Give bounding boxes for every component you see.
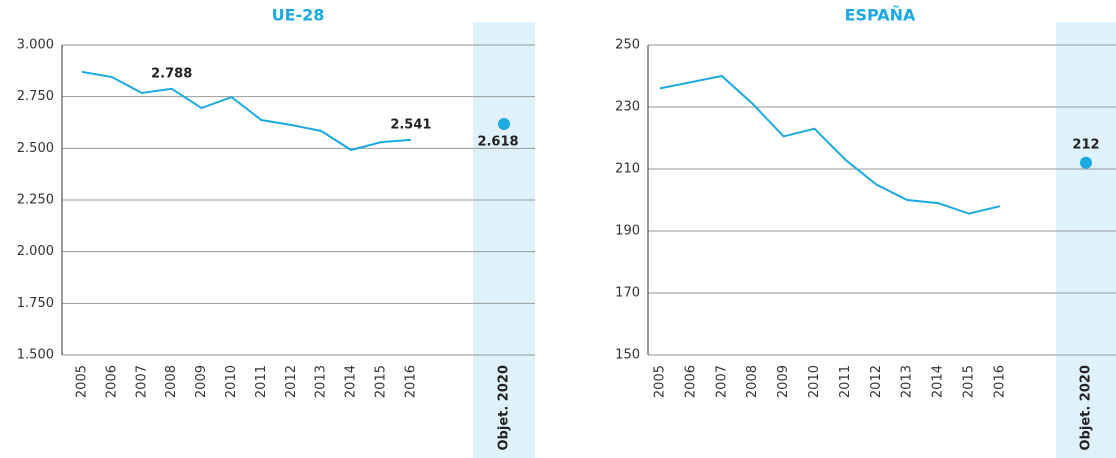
y-tick-label: 3.000 bbox=[17, 38, 54, 53]
y-tick-label: 250 bbox=[615, 38, 640, 53]
x-tick-label: 2010 bbox=[807, 365, 822, 398]
y-tick-label: 1.750 bbox=[17, 296, 54, 311]
x-tick-label: 2008 bbox=[745, 365, 760, 398]
x-tick-label: 2016 bbox=[992, 365, 1007, 398]
x-tick-label: 2015 bbox=[962, 365, 977, 398]
x-tick-label: 2009 bbox=[194, 365, 209, 398]
x-tick-label: 2009 bbox=[776, 365, 791, 398]
x-tick-label: 2014 bbox=[344, 365, 359, 398]
x-tick-label: 2010 bbox=[224, 365, 239, 398]
target-marker bbox=[1080, 156, 1092, 169]
x-tick-label: 2012 bbox=[284, 365, 299, 398]
x-tick-label: 2014 bbox=[931, 365, 946, 398]
x-tick-label: 2011 bbox=[254, 365, 269, 398]
y-tick-label: 210 bbox=[615, 162, 640, 177]
data-label: 2.541 bbox=[390, 117, 431, 132]
y-tick-label: 190 bbox=[615, 224, 640, 239]
x-tick-label: 2007 bbox=[714, 365, 729, 398]
data-label: 2.788 bbox=[151, 66, 192, 81]
data-line bbox=[659, 74, 1001, 215]
x-tick-label: 2006 bbox=[104, 365, 119, 398]
y-tick-label: 1.500 bbox=[17, 348, 54, 363]
target-label: Objet. 2020 bbox=[497, 365, 512, 451]
y-tick-label: 2.250 bbox=[17, 193, 54, 208]
y-tick-label: 2.000 bbox=[17, 244, 54, 259]
target-label: Objet. 2020 bbox=[1079, 365, 1094, 451]
y-tick-label: 150 bbox=[615, 348, 640, 363]
y-tick-label: 170 bbox=[615, 286, 640, 301]
target-marker bbox=[498, 117, 510, 130]
data-line bbox=[81, 70, 411, 152]
x-tick-label: 2016 bbox=[403, 365, 418, 398]
x-tick-label: 2005 bbox=[653, 365, 668, 398]
x-tick-label: 2015 bbox=[374, 365, 389, 398]
target-band bbox=[473, 22, 535, 458]
x-tick-label: 2013 bbox=[314, 365, 329, 398]
y-tick-label: 230 bbox=[615, 100, 640, 115]
chart-title: ESPAÑA bbox=[845, 6, 916, 25]
target-band bbox=[1056, 22, 1116, 458]
x-tick-label: 2005 bbox=[75, 365, 90, 398]
x-tick-label: 2012 bbox=[869, 365, 884, 398]
x-tick-label: 2008 bbox=[164, 365, 179, 398]
chart-title: UE-28 bbox=[272, 6, 325, 25]
x-tick-label: 2007 bbox=[134, 365, 149, 398]
data-label: 2.618 bbox=[477, 134, 518, 149]
x-tick-label: 2006 bbox=[683, 365, 698, 398]
x-tick-label: 2011 bbox=[838, 365, 853, 398]
y-tick-label: 2.750 bbox=[17, 89, 54, 104]
x-tick-label: 2013 bbox=[900, 365, 915, 398]
y-tick-label: 2.500 bbox=[17, 141, 54, 156]
data-label: 212 bbox=[1072, 137, 1099, 152]
